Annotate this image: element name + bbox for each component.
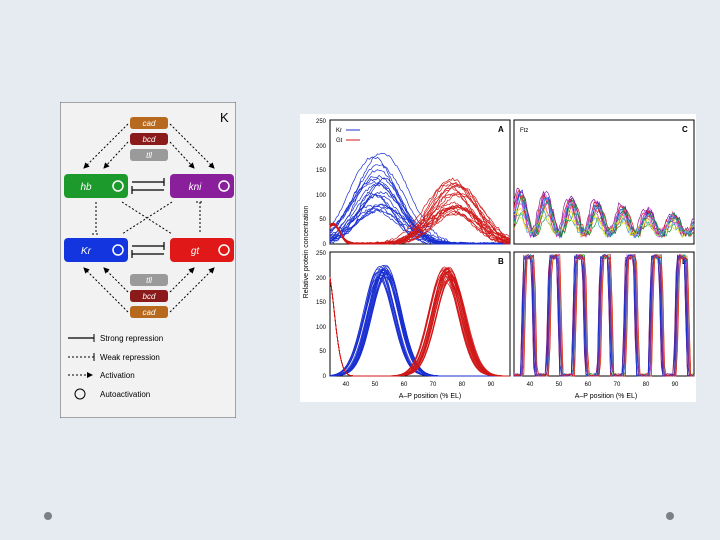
- gene-box-gt: gt: [170, 238, 234, 262]
- legend-ftz: Ftz: [520, 128, 528, 134]
- protein-profile-plots: Relative protein concentration A–P posit…: [300, 114, 696, 402]
- slide-bullet-right: [666, 512, 674, 520]
- panel-d-curve: [513, 254, 694, 377]
- tll-box-top: tll: [146, 151, 152, 160]
- svg-text:80: 80: [643, 382, 650, 388]
- y-axis-label: Relative protein concentration: [303, 206, 310, 299]
- svg-text:60: 60: [585, 382, 592, 388]
- svg-text:90: 90: [672, 382, 679, 388]
- panel-letter: K: [220, 110, 229, 125]
- svg-text:70: 70: [430, 382, 437, 388]
- legend-autoactivation: Autoactivation: [100, 390, 150, 399]
- panel-a-frame: [329, 119, 511, 245]
- panel-b-label: B: [498, 257, 504, 266]
- svg-text:kni: kni: [189, 182, 203, 193]
- strong-repression-edges: [131, 178, 165, 258]
- panel-b-curve: [329, 275, 510, 377]
- panel-c-curve: [513, 194, 695, 239]
- autoactivation-icon: [218, 180, 230, 192]
- svg-text:80: 80: [459, 382, 466, 388]
- x-axis-label-left: A–P position (% EL): [399, 393, 462, 400]
- svg-text:250: 250: [316, 251, 327, 257]
- network-legend: Strong repression Weak repression Activa…: [68, 334, 163, 400]
- gene-box-kr: Kr: [64, 238, 128, 262]
- panel-a-label: A: [498, 125, 504, 134]
- svg-text:150: 150: [316, 168, 327, 174]
- autoactivation-icon: [218, 244, 230, 256]
- bcd-box-bottom: bcd: [143, 292, 156, 301]
- panel-d-curve: [513, 253, 694, 378]
- activation-edges: [83, 123, 215, 313]
- svg-text:100: 100: [316, 325, 327, 331]
- panel-b-curve: [329, 268, 510, 377]
- legend-weak-repression: Weak repression: [100, 353, 160, 362]
- svg-text:gt: gt: [191, 246, 201, 257]
- legend-gt: Gt: [336, 138, 343, 144]
- autoactivation-icon: [112, 244, 124, 256]
- svg-text:hb: hb: [80, 182, 92, 193]
- legend-activation: Activation: [100, 371, 135, 380]
- svg-text:70: 70: [614, 382, 621, 388]
- legend-strong-repression: Strong repression: [100, 334, 163, 343]
- x-ticks-left: 40 50 60 70 80 90: [343, 382, 495, 388]
- svg-text:50: 50: [319, 349, 326, 355]
- svg-text:200: 200: [316, 144, 327, 150]
- panel-a-curve-kr: [329, 164, 510, 245]
- top-regulator-stack: cad bcd tll: [130, 117, 168, 161]
- gene-box-kni: kni: [170, 174, 234, 198]
- gene-box-hb: hb: [64, 174, 128, 198]
- y-ticks-top: 250 200 150 100 50 0: [316, 119, 327, 248]
- svg-text:50: 50: [372, 382, 379, 388]
- cad-box-top: cad: [143, 119, 156, 128]
- svg-text:200: 200: [316, 276, 327, 282]
- svg-text:50: 50: [319, 217, 326, 223]
- panel-a-curve-gt: [329, 211, 511, 245]
- panel-c-frame: [513, 119, 695, 245]
- svg-text:150: 150: [316, 300, 327, 306]
- svg-text:40: 40: [343, 382, 350, 388]
- legend-kr: Kr: [336, 128, 342, 134]
- svg-text:60: 60: [401, 382, 408, 388]
- svg-text:0: 0: [323, 374, 327, 380]
- panel-a-curve-gt: [329, 208, 511, 245]
- x-axis-label-right: A–P position (% EL): [575, 393, 638, 400]
- weak-repression-edges: [92, 201, 204, 235]
- cad-box-bottom: cad: [143, 308, 156, 317]
- gene-network-figure: K cad bcd tll tll bcd cad hb kni: [59, 101, 237, 419]
- y-ticks-bottom: 250 200 150 100 50 0: [316, 251, 327, 380]
- svg-text:0: 0: [323, 242, 327, 248]
- svg-text:100: 100: [316, 193, 327, 199]
- svg-text:250: 250: [316, 119, 327, 125]
- panel-d-frame: [513, 251, 695, 377]
- svg-text:50: 50: [556, 382, 563, 388]
- bcd-box-top: bcd: [143, 135, 156, 144]
- bottom-regulator-stack: tll bcd cad: [130, 274, 168, 318]
- panel-c-label: C: [682, 125, 688, 134]
- slide-bullet-left: [44, 512, 52, 520]
- svg-text:40: 40: [527, 382, 534, 388]
- svg-text:90: 90: [488, 382, 495, 388]
- panel-c-curve: [513, 199, 695, 239]
- panel-b-frame: [329, 251, 511, 377]
- tll-box-bottom: tll: [146, 276, 152, 285]
- svg-text:Kr: Kr: [81, 246, 92, 257]
- panel-c-curve: [513, 192, 695, 239]
- autoactivation-legend-icon: [74, 388, 86, 400]
- x-ticks-right: 40 50 60 70 80 90: [527, 382, 679, 388]
- autoactivation-icon: [112, 180, 124, 192]
